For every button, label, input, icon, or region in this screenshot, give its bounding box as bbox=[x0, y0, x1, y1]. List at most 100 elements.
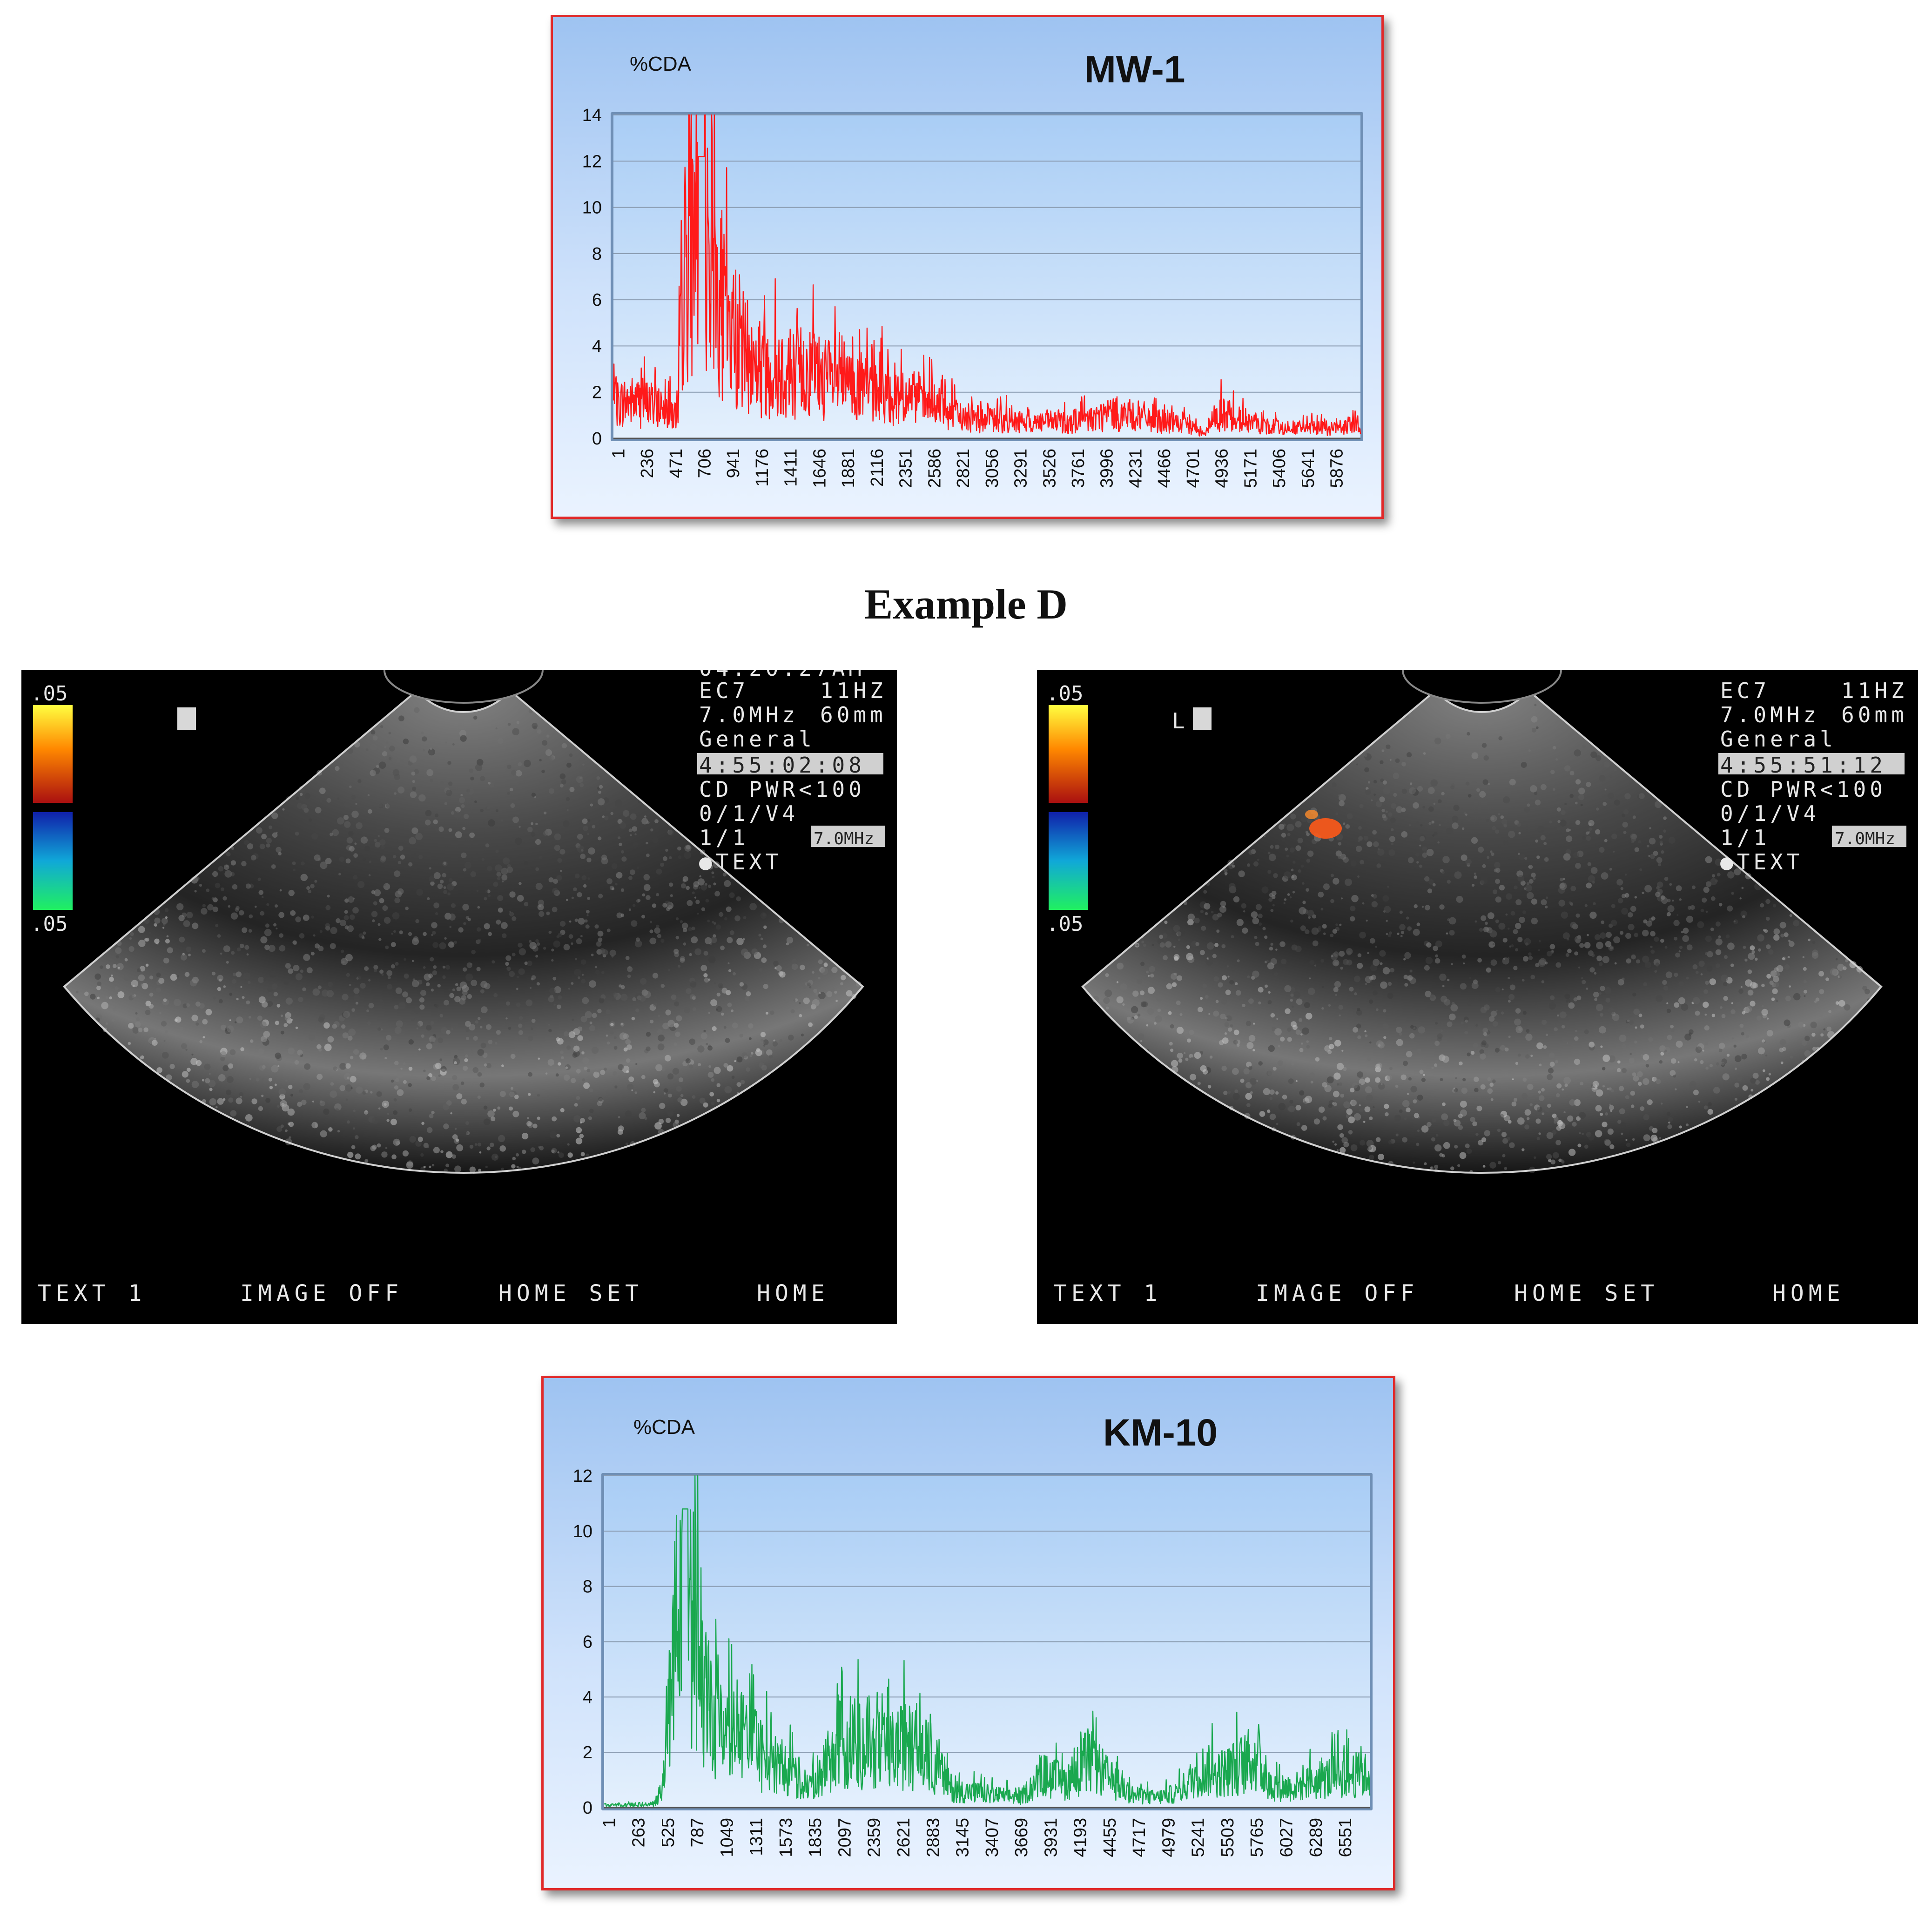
color-scale-positive bbox=[33, 705, 73, 803]
x-tick-label: 525 bbox=[659, 1818, 678, 1847]
readout-ratio: 1/1 bbox=[699, 825, 749, 850]
x-tick-label: 1 bbox=[609, 449, 628, 458]
ultrasound-left: .05 .05 04:20:27AMEC7 11HZ 7.0MHz 60mmGeneral… bbox=[21, 670, 897, 1324]
freq-box bbox=[1832, 826, 1906, 847]
x-tick-label: 3291 bbox=[1011, 449, 1031, 488]
readout-time: 4:55:02:08 bbox=[699, 753, 865, 778]
readout-line: 11HZ bbox=[820, 678, 887, 703]
orientation-marker bbox=[177, 707, 196, 730]
color-scale-top-label: .05 bbox=[31, 682, 67, 706]
readout-setting: 0/1/V4 bbox=[1720, 801, 1820, 826]
menu-item-3: HOME SET bbox=[498, 1280, 643, 1306]
menu-item-2: IMAGE OFF bbox=[240, 1280, 403, 1306]
readout-setting: 0/1/V4 bbox=[699, 801, 799, 826]
menu-item-3: HOME SET bbox=[1514, 1280, 1659, 1306]
x-tick-label: 2097 bbox=[835, 1818, 855, 1857]
y-tick-label: 12 bbox=[573, 1466, 592, 1486]
fan-outline bbox=[63, 689, 864, 1174]
ultrasound-right-svg: .05 .05 L EC7 11HZ 7.0MHz 60mmGeneral4:55:51:1… bbox=[1046, 670, 1908, 1306]
x-tick-label: 236 bbox=[638, 449, 657, 478]
x-tick-label: 5241 bbox=[1189, 1818, 1208, 1857]
x-tick-label: 787 bbox=[688, 1818, 707, 1847]
time-box bbox=[1718, 753, 1905, 774]
readout-clock: 04:20:27AM bbox=[699, 670, 865, 681]
x-tick-label: 6289 bbox=[1306, 1818, 1326, 1857]
x-tick-label: 4231 bbox=[1126, 449, 1145, 488]
probe-head bbox=[383, 670, 544, 704]
y-tick-label: 4 bbox=[592, 336, 602, 356]
x-tick-label: 3145 bbox=[953, 1818, 973, 1857]
readout-ratio: 1/1 bbox=[1720, 825, 1770, 850]
readout-text-label: ●TEXT bbox=[699, 849, 782, 874]
x-tick-label: 6027 bbox=[1277, 1818, 1296, 1857]
orientation-marker-label: L bbox=[1172, 708, 1185, 733]
x-tick-label: 5641 bbox=[1299, 449, 1318, 488]
ultrasound-fan bbox=[1082, 690, 1881, 1173]
orientation-marker bbox=[1193, 707, 1212, 730]
x-tick-label: 471 bbox=[666, 449, 686, 478]
x-tick-label: 941 bbox=[724, 449, 743, 478]
x-tick-label: 4466 bbox=[1155, 449, 1174, 488]
x-tick-label: 3526 bbox=[1040, 449, 1059, 488]
chart-title: MW-1 bbox=[1084, 48, 1185, 91]
ultrasound-left-svg: .05 .05 04:20:27AMEC7 11HZ 7.0MHz 60mmGeneral… bbox=[31, 670, 887, 1306]
readout-time: 4:55:51:12 bbox=[1720, 753, 1886, 778]
color-scale-bottom-label: .05 bbox=[1046, 912, 1083, 936]
y-tick-label: 14 bbox=[582, 106, 602, 125]
y-tick-label: 12 bbox=[582, 152, 602, 171]
x-tick-label: 1049 bbox=[717, 1818, 737, 1857]
readout-text-label: ●TEXT bbox=[1720, 849, 1803, 874]
readout-line: EC7 bbox=[699, 678, 749, 703]
x-tick-label: 5503 bbox=[1218, 1818, 1238, 1857]
x-tick-label: 2621 bbox=[894, 1818, 914, 1857]
y-tick-label: 2 bbox=[583, 1743, 592, 1762]
chart-km-10: 0 2 4 6 8 10 12 1 263 525 787 1049 1311 1573 1835 2097 2… bbox=[541, 1376, 1395, 1890]
readout-freq-box: 7.0MHz bbox=[1835, 829, 1895, 848]
x-tick-label: 2116 bbox=[868, 449, 887, 487]
color-scale-negative bbox=[33, 812, 73, 910]
x-tick-label: 263 bbox=[629, 1818, 649, 1847]
x-tick-label: 2359 bbox=[865, 1818, 884, 1857]
chart-mw-1-svg: 0 2 4 6 8 10 12 14 1 236 471 706 941 1176 1411 1646 1881… bbox=[582, 48, 1363, 488]
readout-line: 11HZ bbox=[1841, 678, 1908, 703]
menu-item-2: IMAGE OFF bbox=[1256, 1280, 1419, 1306]
y-tick-label: 10 bbox=[573, 1522, 592, 1541]
color-scale-top-label: .05 bbox=[1046, 682, 1083, 706]
x-tick-label: 2351 bbox=[896, 449, 916, 488]
x-tick-label: 1411 bbox=[781, 449, 801, 487]
x-tick-label: 1573 bbox=[776, 1818, 796, 1857]
chart-mw-1: 0 2 4 6 8 10 12 14 1 236 471 706 941 1176 1411 1646 1881… bbox=[551, 15, 1384, 519]
x-tick-label: 4193 bbox=[1071, 1818, 1091, 1857]
x-tick-label: 3056 bbox=[983, 449, 1002, 488]
color-scale-negative bbox=[1049, 812, 1088, 910]
x-tick-label: 1646 bbox=[810, 449, 829, 488]
x-tick-label: 1881 bbox=[839, 449, 858, 488]
x-tick-label: 5406 bbox=[1270, 449, 1289, 488]
speckle-texture bbox=[75, 707, 862, 1173]
chart-title: KM-10 bbox=[1103, 1412, 1218, 1454]
x-tick-label: 1 bbox=[599, 1818, 619, 1828]
x-tick-label: 3761 bbox=[1069, 449, 1088, 488]
x-tick-label: 4717 bbox=[1130, 1818, 1149, 1857]
fan-outline bbox=[1081, 689, 1883, 1174]
readout-line: 7.0MHz bbox=[699, 702, 799, 727]
y-tick-label: 6 bbox=[583, 1633, 592, 1652]
color-scale-positive bbox=[1049, 705, 1088, 803]
x-tick-label: 4979 bbox=[1159, 1818, 1178, 1857]
menu-item-1: TEXT 1 bbox=[1053, 1280, 1162, 1306]
color-scale-bottom-label: .05 bbox=[31, 912, 67, 936]
y-tick-label: 4 bbox=[583, 1688, 592, 1707]
x-tick-label: 3407 bbox=[983, 1818, 1002, 1857]
probe-head bbox=[1402, 670, 1562, 704]
readout-line: 7.0MHz bbox=[1720, 702, 1820, 727]
speckle-texture bbox=[1092, 704, 1871, 1174]
y-tick-label: 0 bbox=[592, 429, 602, 449]
readout-line: EC7 bbox=[1720, 678, 1770, 703]
readout-line: 60mm bbox=[820, 702, 887, 727]
y-tick-label: 10 bbox=[582, 198, 602, 218]
section-heading: Example D bbox=[864, 580, 1068, 628]
y-tick-label: 2 bbox=[592, 383, 602, 403]
series-line bbox=[613, 114, 1361, 437]
x-tick-label: 3669 bbox=[1012, 1818, 1031, 1857]
freq-box bbox=[811, 826, 885, 847]
